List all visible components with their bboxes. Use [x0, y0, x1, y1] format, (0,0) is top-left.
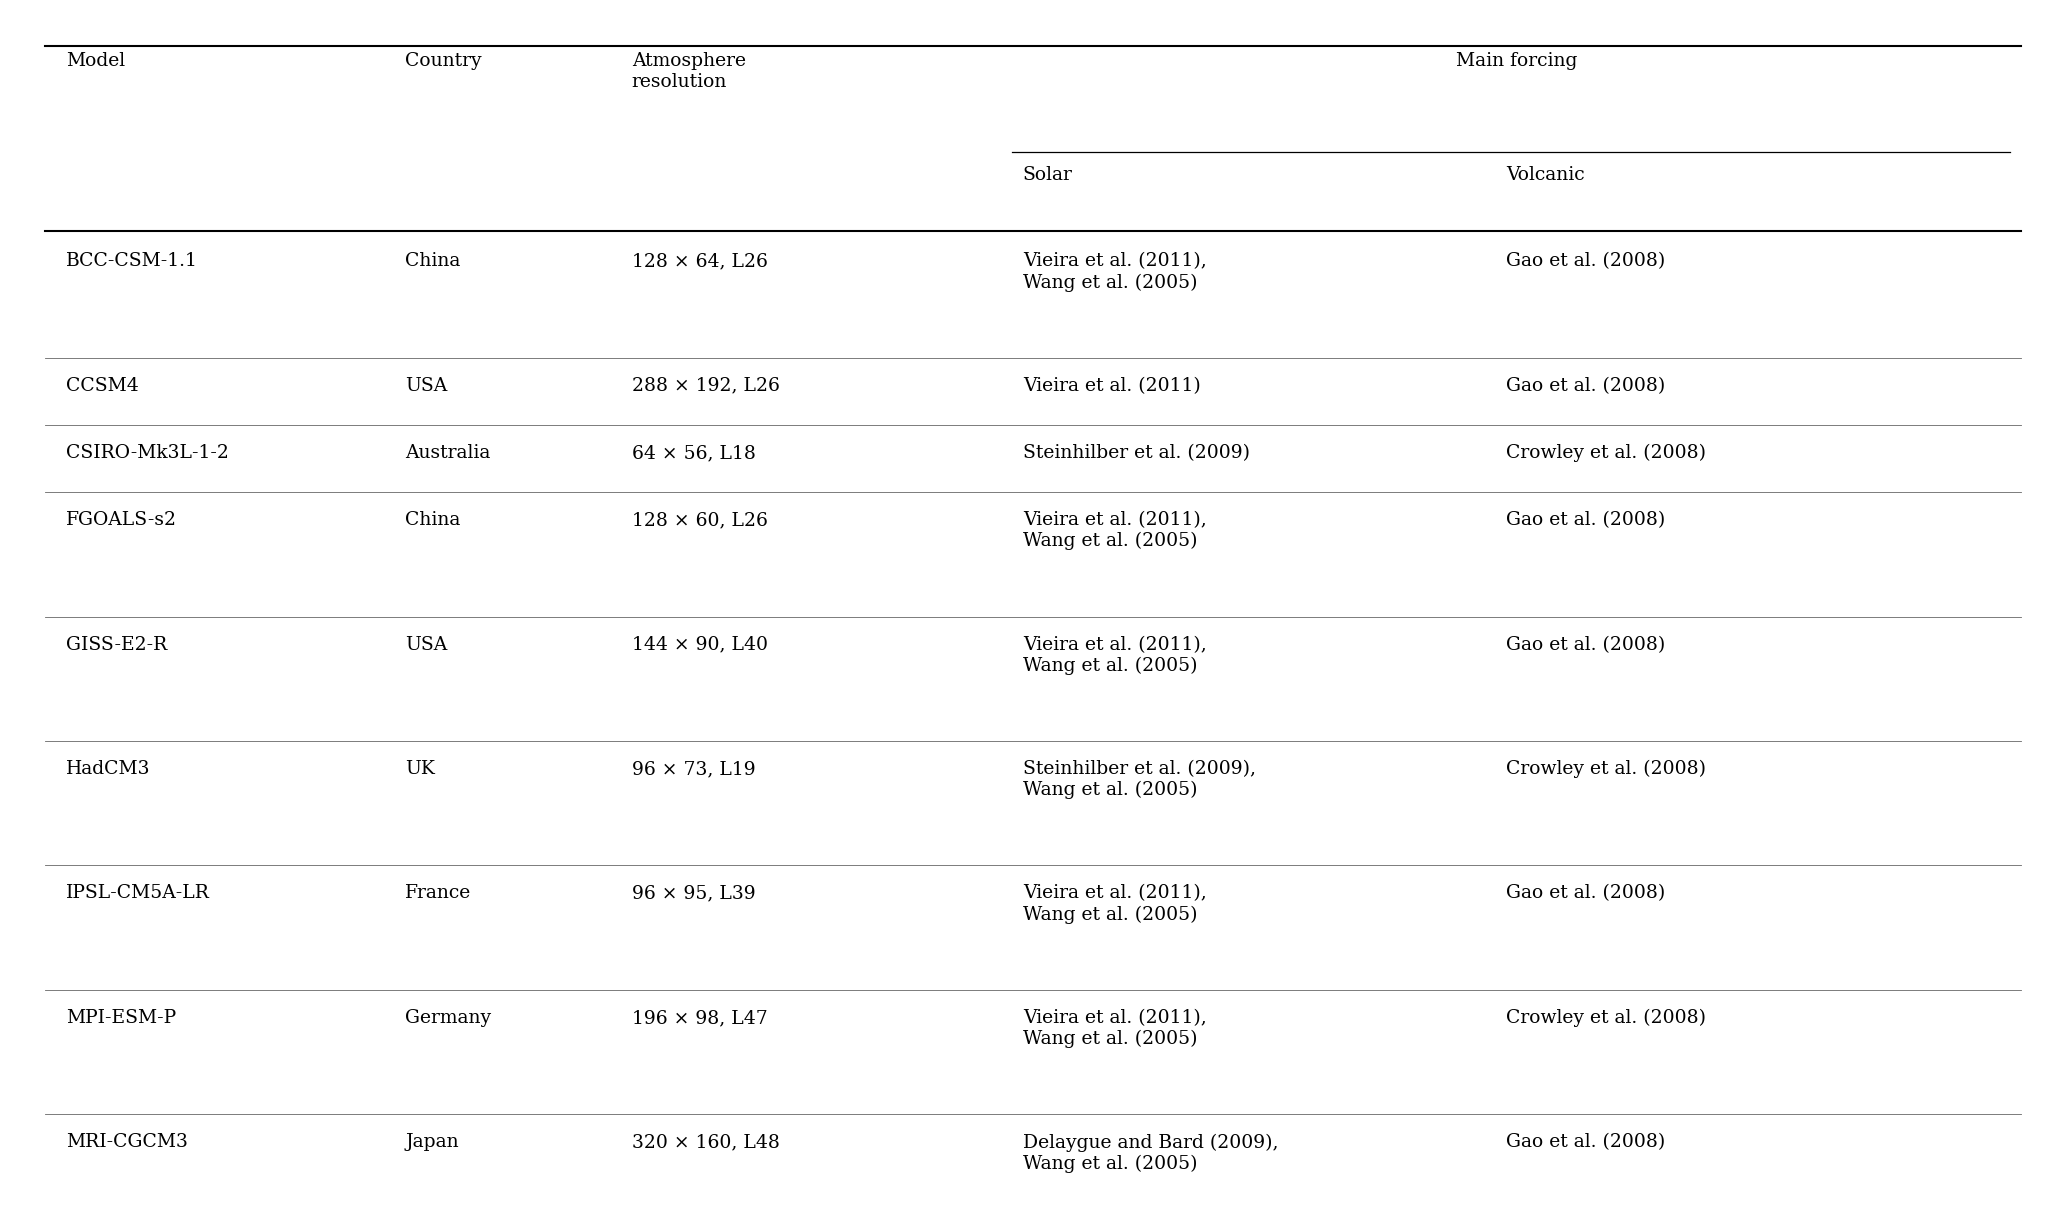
Text: USA: USA	[405, 636, 448, 654]
Text: FGOALS-s2: FGOALS-s2	[66, 511, 178, 530]
Text: Vieira et al. (2011),
Wang et al. (2005): Vieira et al. (2011), Wang et al. (2005)	[1023, 511, 1207, 550]
Text: MPI-ESM-P: MPI-ESM-P	[66, 1008, 176, 1026]
Text: CCSM4: CCSM4	[66, 377, 138, 395]
Text: Crowley et al. (2008): Crowley et al. (2008)	[1506, 444, 1707, 462]
Text: Model: Model	[66, 52, 126, 70]
Text: Vieira et al. (2011),
Wang et al. (2005): Vieira et al. (2011), Wang et al. (2005)	[1023, 636, 1207, 675]
Text: 128 × 64, L26: 128 × 64, L26	[632, 253, 769, 271]
Text: Atmosphere
resolution: Atmosphere resolution	[632, 52, 746, 91]
Text: 320 × 160, L48: 320 × 160, L48	[632, 1133, 779, 1151]
Text: Volcanic: Volcanic	[1506, 167, 1585, 185]
Text: Vieira et al. (2011): Vieira et al. (2011)	[1023, 377, 1200, 395]
Text: 96 × 73, L19: 96 × 73, L19	[632, 760, 756, 779]
Text: USA: USA	[405, 377, 448, 395]
Text: IPSL-CM5A-LR: IPSL-CM5A-LR	[66, 885, 211, 902]
Text: Gao et al. (2008): Gao et al. (2008)	[1506, 1133, 1665, 1151]
Text: Japan: Japan	[405, 1133, 459, 1151]
Text: GISS-E2-R: GISS-E2-R	[66, 636, 167, 654]
Text: Gao et al. (2008): Gao et al. (2008)	[1506, 636, 1665, 654]
Text: Gao et al. (2008): Gao et al. (2008)	[1506, 511, 1665, 530]
Text: 144 × 90, L40: 144 × 90, L40	[632, 636, 769, 654]
Text: 96 × 95, L39: 96 × 95, L39	[632, 885, 756, 902]
Text: 288 × 192, L26: 288 × 192, L26	[632, 377, 779, 395]
Text: Gao et al. (2008): Gao et al. (2008)	[1506, 885, 1665, 902]
Text: Crowley et al. (2008): Crowley et al. (2008)	[1506, 1008, 1707, 1028]
Text: CSIRO-Mk3L-1-2: CSIRO-Mk3L-1-2	[66, 444, 229, 462]
Text: Gao et al. (2008): Gao et al. (2008)	[1506, 377, 1665, 395]
Text: Steinhilber et al. (2009): Steinhilber et al. (2009)	[1023, 444, 1250, 462]
Text: Main forcing: Main forcing	[1457, 52, 1576, 70]
Text: Delaygue and Bard (2009),
Wang et al. (2005): Delaygue and Bard (2009), Wang et al. (2…	[1023, 1133, 1279, 1173]
Text: 64 × 56, L18: 64 × 56, L18	[632, 444, 756, 462]
Text: UK: UK	[405, 760, 436, 779]
Text: Country: Country	[405, 52, 481, 70]
Text: Vieira et al. (2011),
Wang et al. (2005): Vieira et al. (2011), Wang et al. (2005)	[1023, 885, 1207, 924]
Text: MRI-CGCM3: MRI-CGCM3	[66, 1133, 188, 1151]
Text: Gao et al. (2008): Gao et al. (2008)	[1506, 253, 1665, 271]
Text: Germany: Germany	[405, 1008, 492, 1026]
Text: Crowley et al. (2008): Crowley et al. (2008)	[1506, 760, 1707, 779]
Text: Steinhilber et al. (2009),
Wang et al. (2005): Steinhilber et al. (2009), Wang et al. (…	[1023, 760, 1256, 799]
Text: China: China	[405, 253, 461, 271]
Text: Solar: Solar	[1023, 167, 1072, 185]
Text: France: France	[405, 885, 471, 902]
Text: Vieira et al. (2011),
Wang et al. (2005): Vieira et al. (2011), Wang et al. (2005)	[1023, 253, 1207, 291]
Text: BCC-CSM-1.1: BCC-CSM-1.1	[66, 253, 198, 271]
Text: 196 × 98, L47: 196 × 98, L47	[632, 1008, 766, 1026]
Text: 128 × 60, L26: 128 × 60, L26	[632, 511, 769, 530]
Text: HadCM3: HadCM3	[66, 760, 151, 779]
Text: China: China	[405, 511, 461, 530]
Text: Australia: Australia	[405, 444, 492, 462]
Text: Vieira et al. (2011),
Wang et al. (2005): Vieira et al. (2011), Wang et al. (2005)	[1023, 1008, 1207, 1048]
